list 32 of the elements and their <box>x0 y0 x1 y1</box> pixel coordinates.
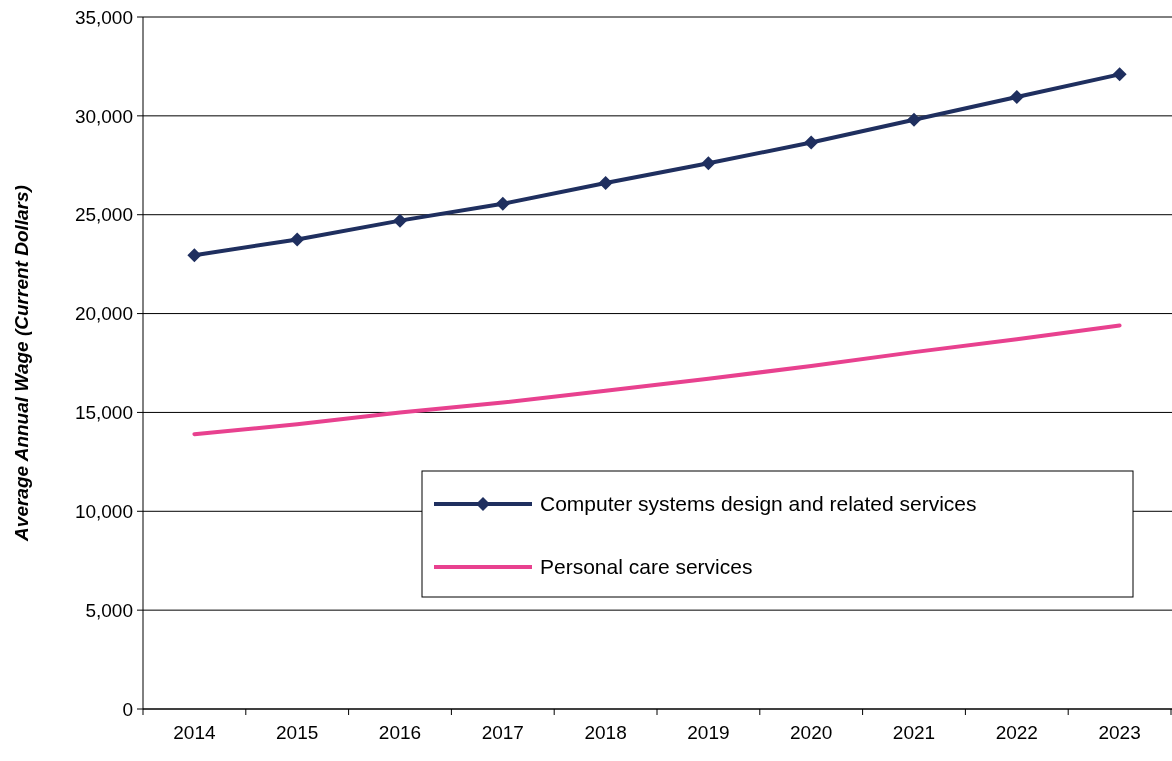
y-tick-label: 30,000 <box>74 105 133 127</box>
y-tick-label: 0 <box>122 698 133 720</box>
point <box>804 135 819 150</box>
x-tick-label: 2021 <box>892 722 936 743</box>
point <box>907 112 921 127</box>
x-tick-label: 2015 <box>276 722 319 743</box>
x-tick-label: 2020 <box>790 722 833 743</box>
y-tick-label: 15,000 <box>74 402 133 424</box>
x-tick-label: 2023 <box>1098 722 1141 743</box>
x-tick-label: 2019 <box>687 722 730 743</box>
x-tick-label: 2017 <box>481 722 524 743</box>
point <box>1112 67 1127 82</box>
legend-label: Personal care services <box>540 555 753 579</box>
x-tick-label: 2014 <box>173 722 216 743</box>
point <box>495 196 510 211</box>
y-tick-label: 5,000 <box>85 599 133 621</box>
y-tick-label: 20,000 <box>74 303 133 325</box>
point <box>290 232 305 247</box>
legend-label: Computer systems design and related services <box>540 492 977 516</box>
y-tick-label: 25,000 <box>74 204 133 226</box>
line-series <box>192 323 1122 437</box>
x-tick-label: 2016 <box>378 722 422 743</box>
y-axis-title: Average Annual Wage (Current Dollars) <box>11 185 32 542</box>
y-tick-label: 10,000 <box>74 500 133 522</box>
point <box>1009 90 1024 105</box>
point <box>701 156 716 171</box>
x-tick-label: 2022 <box>995 722 1038 743</box>
y-tick-label: 35,000 <box>74 6 133 28</box>
point <box>393 213 407 228</box>
point <box>598 176 613 191</box>
x-tick-label: 2018 <box>584 722 627 743</box>
point <box>187 248 202 263</box>
